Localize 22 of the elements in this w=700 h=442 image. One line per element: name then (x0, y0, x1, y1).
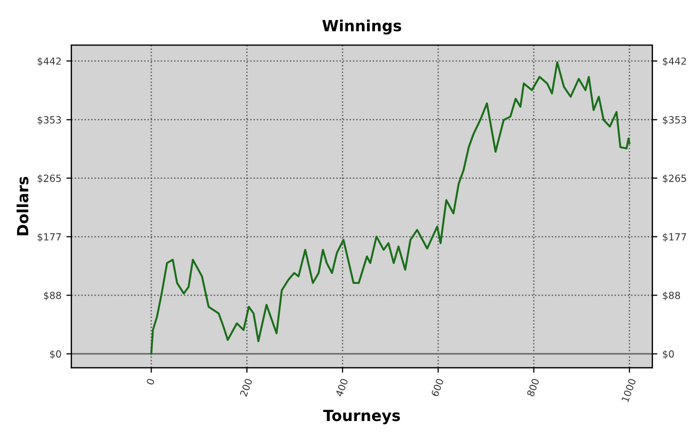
y2-tick-label: $0 (662, 350, 674, 359)
y-tick-label: $88 (44, 292, 62, 300)
x-axis-title: Tourneys (323, 410, 400, 424)
x-tick-label: 200 (240, 378, 252, 397)
y2-tick-label: $88 (662, 292, 680, 300)
y-tick-label: $353 (38, 116, 61, 125)
y2-tick-label: $442 (662, 57, 686, 66)
x-tick-label: 0 (146, 378, 155, 386)
y-tick-label: $0 (50, 350, 62, 359)
y-tick-label: $265 (38, 174, 61, 184)
y2-tick-label: $265 (662, 174, 686, 184)
y-tick-label: $177 (38, 233, 61, 242)
line-series (150, 61, 630, 355)
x-tick-label: 600 (430, 378, 444, 397)
y-tick-label: $442 (38, 57, 61, 66)
x-tick-label: 800 (526, 378, 540, 397)
chart-title: Winnings (322, 20, 402, 34)
x-tick-label: 1000 (621, 378, 636, 402)
y2-tick-label: $353 (662, 116, 686, 125)
y-axis-title: Dollars (16, 176, 28, 236)
x-tick-label: 400 (335, 378, 348, 398)
y2-tick-label: $177 (662, 233, 686, 242)
